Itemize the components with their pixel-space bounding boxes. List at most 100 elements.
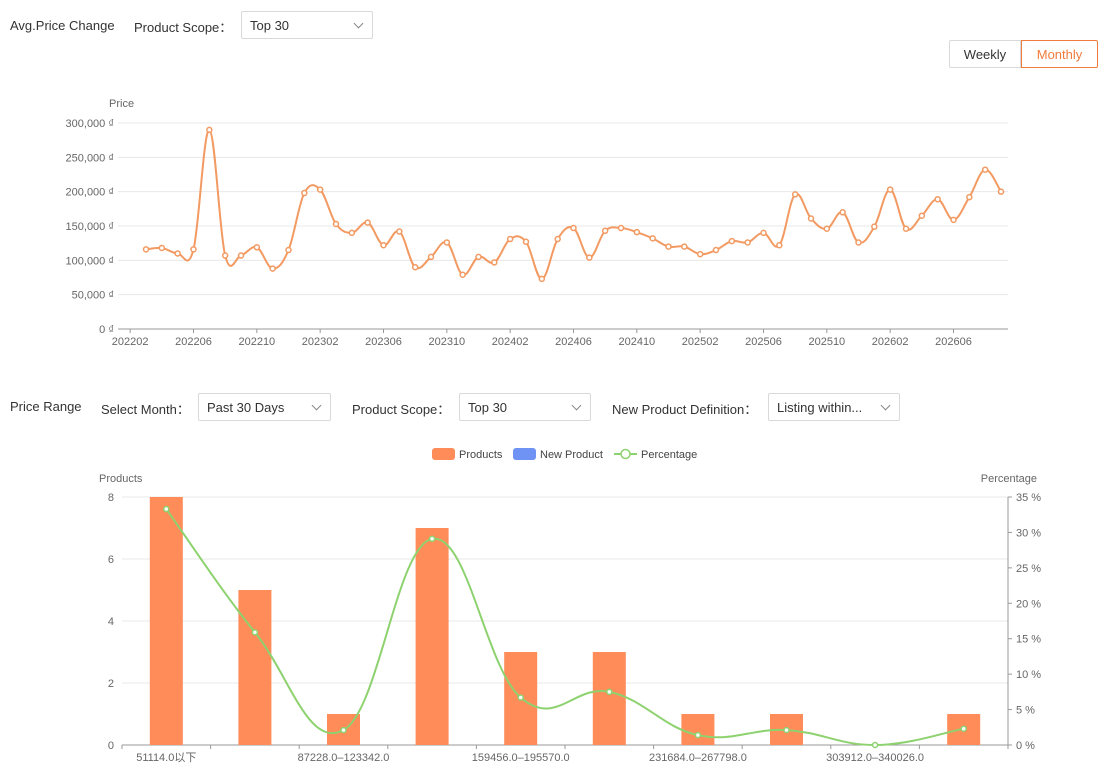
price-point <box>665 243 672 250</box>
price-range-title: Price Range <box>10 399 82 414</box>
percentage-line <box>165 508 964 747</box>
price-point <box>538 275 546 283</box>
price-point <box>871 223 878 230</box>
price-point <box>696 250 704 258</box>
y-tick-label: 300,000 ₫ <box>66 118 114 130</box>
price-point <box>506 235 514 243</box>
y-tick-label: 50,000 ₫ <box>72 290 114 302</box>
products-bar <box>149 497 183 745</box>
monthly-toggle[interactable]: Monthly <box>1021 40 1098 68</box>
price-point <box>776 241 783 249</box>
price-point <box>791 191 799 198</box>
new-product-definition-value: Listing within... <box>777 399 863 415</box>
x-tick-label: 202402 <box>492 336 529 348</box>
price-point <box>364 219 371 226</box>
y-tick-label-left: 4 <box>108 616 114 628</box>
price-point <box>443 239 451 246</box>
chevron-down-icon <box>571 400 582 411</box>
x-tick-label: 202302 <box>302 336 339 348</box>
price-point <box>570 224 577 232</box>
x-tick-label: 202506 <box>745 336 782 348</box>
products-bar <box>592 652 626 745</box>
price-point <box>411 263 419 271</box>
product-scope-label: Product Scope： <box>134 20 233 35</box>
price-point <box>649 235 656 242</box>
percentage-point <box>694 731 702 739</box>
x-tick-label: 202410 <box>618 336 655 348</box>
legend-swatch-point <box>620 448 631 460</box>
price-point <box>918 212 926 219</box>
price-point <box>981 166 989 173</box>
price-point <box>997 188 1005 195</box>
y-tick-label: 200,000 ₫ <box>66 187 114 199</box>
y-tick-label-left: 0 <box>108 740 114 752</box>
y-tick-label-right: 25 % <box>1016 563 1041 575</box>
y-tick-label-right: 15 % <box>1016 634 1041 646</box>
price-point <box>823 225 831 232</box>
y-tick-label-left: 6 <box>108 554 114 566</box>
y-tick-label-right: 10 % <box>1016 669 1041 681</box>
price-point <box>807 215 815 222</box>
price-point <box>427 253 435 261</box>
products-bar <box>681 714 715 745</box>
product-scope-value: Top 30 <box>250 17 290 33</box>
product-scope-select-2[interactable]: Top 30 <box>459 393 591 421</box>
price-point <box>712 246 720 254</box>
price-point <box>744 239 751 246</box>
price-point <box>269 265 276 272</box>
price-point <box>950 216 957 224</box>
price-point <box>190 246 197 253</box>
select-month-select[interactable]: Past 30 Days <box>198 393 331 421</box>
product-scope-select[interactable]: Top 30 <box>241 11 373 39</box>
select-month-label: Select Month： <box>101 402 190 417</box>
price-point <box>332 220 340 228</box>
percentage-point <box>960 725 967 732</box>
price-point <box>380 241 387 249</box>
product-scope-label-2: Product Scope： <box>352 402 451 417</box>
legend-label: Products <box>459 449 503 461</box>
x-tick-label: 202202 <box>112 336 149 348</box>
percentage-point <box>251 629 259 636</box>
price-point <box>396 228 403 235</box>
percentage-point <box>871 741 879 749</box>
price-point <box>206 126 213 134</box>
y-tick-label-right: 20 % <box>1016 598 1041 610</box>
y-tick-label: 0 ₫ <box>99 324 114 336</box>
chevron-down-icon <box>353 18 364 29</box>
avg-price-line-chart: Price 0 ₫ 50,000 ₫ 100,000 ₫ 150,000 ₫ 200,00… <box>66 98 1008 348</box>
x-tick-label: 202210 <box>238 336 275 348</box>
new-product-definition-select[interactable]: Listing within... <box>768 393 900 421</box>
y-tick-label-right: 30 % <box>1016 527 1041 539</box>
price-point <box>491 259 498 266</box>
price-point <box>586 254 593 261</box>
y-axis-title-right: Percentage <box>981 473 1037 485</box>
products-bar <box>415 528 449 745</box>
x-tick-label: 51114.0以下 <box>136 752 196 764</box>
price-point <box>633 228 641 236</box>
price-point <box>839 209 846 216</box>
price-range-bar-chart: Products New Product Percentage Products Per… <box>99 448 1041 764</box>
x-tick-label: 202310 <box>428 336 465 348</box>
y-axis-title: Price <box>109 98 134 110</box>
price-point <box>316 186 324 193</box>
price-point <box>855 239 862 246</box>
chevron-down-icon <box>311 400 322 411</box>
legend-label: New Product <box>540 449 603 461</box>
price-point <box>601 227 609 235</box>
percentage-point <box>517 694 524 701</box>
y-tick-label-right: 35 % <box>1016 492 1041 504</box>
legend-swatch <box>513 448 536 460</box>
avg-price-change-title: Avg.Price Change <box>10 18 115 33</box>
price-point <box>934 195 941 203</box>
new-product-definition-label: New Product Definition： <box>612 402 758 417</box>
percentage-point <box>340 726 347 734</box>
price-point <box>253 244 261 251</box>
x-tick-label: 202510 <box>808 336 845 348</box>
price-point <box>221 252 229 259</box>
price-point <box>728 237 736 245</box>
price-point <box>285 246 292 254</box>
price-point <box>617 224 625 232</box>
x-tick-label: 87228.0–123342.0 <box>298 752 390 764</box>
weekly-toggle[interactable]: Weekly <box>949 40 1021 68</box>
price-point <box>966 193 973 201</box>
